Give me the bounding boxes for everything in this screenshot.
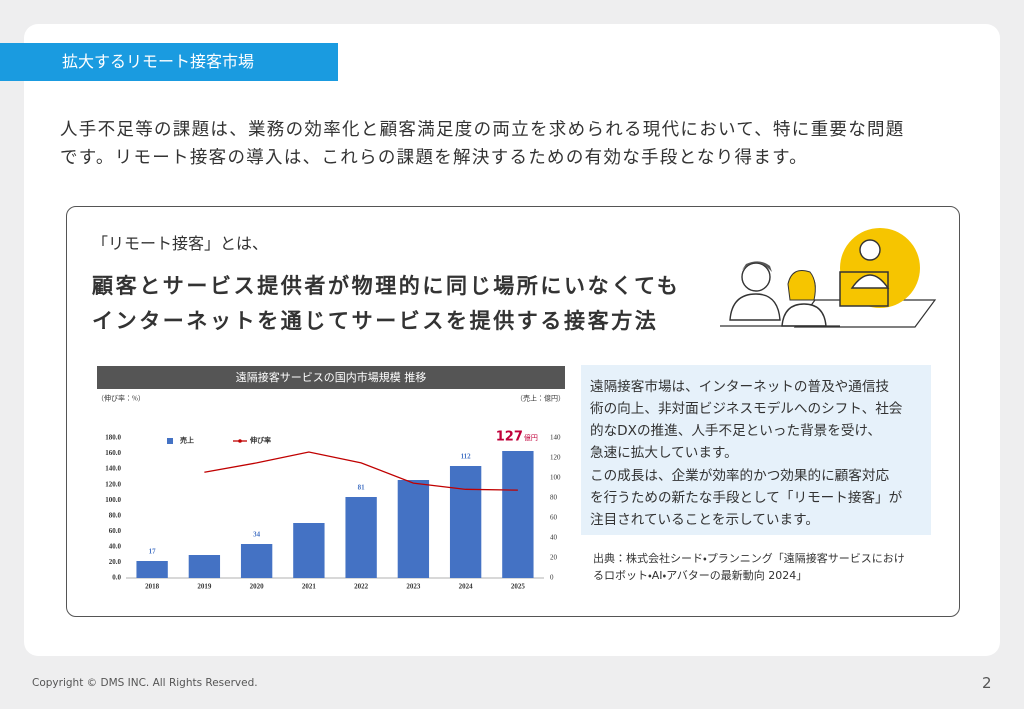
description-text: この成長は、企業が効率的かつ効果的に顧客対応	[590, 468, 890, 484]
bar	[449, 466, 482, 578]
description-text: 注目されていることを示しています。	[590, 512, 819, 528]
y2-tick-label: 80	[550, 494, 558, 502]
illustration	[720, 228, 937, 328]
y-tick-label: 120.0	[105, 480, 121, 488]
description-text: 術の向上、非対面ビジネスモデルへのシフト、社会	[590, 401, 903, 417]
legend-label: 売上	[180, 436, 194, 445]
description-text: 的なDXの推進、人手不足といった背景を受け、	[590, 423, 881, 439]
intro-text: 人手不足等の課題は、業務の効率化と顧客満足度の両立を求められる現代において、特に…	[60, 120, 905, 140]
y-tick-label: 40.0	[109, 542, 122, 550]
definition-box	[66, 206, 960, 617]
legend-label: 伸び率	[249, 436, 271, 445]
y-tick-label: 160.0	[105, 449, 121, 457]
y2-tick-label: 20	[550, 554, 558, 562]
x-tick-label: 2018	[145, 583, 160, 591]
value-label: 17	[149, 548, 157, 556]
definition-headline: 顧客とサービス提供者が物理的に同じ場所にいなくても	[92, 274, 681, 298]
x-tick-label: 2024	[459, 583, 474, 591]
value-label: 34	[253, 531, 261, 539]
bar	[397, 480, 430, 578]
x-tick-label: 2019	[197, 583, 212, 591]
y-tick-label: 60.0	[109, 527, 122, 535]
y-tick-label: 0.0	[112, 574, 121, 582]
header-title: 拡大するリモート接客市場	[0, 43, 338, 81]
source-text: るロボット・AI・アバターの最新動向 2024」	[593, 569, 808, 582]
y-tick-label: 100.0	[105, 496, 121, 504]
y-axis-label: （伸び率：%）	[97, 394, 145, 403]
description-box	[581, 365, 931, 535]
line	[204, 451, 518, 491]
x-tick-label: 2025	[511, 583, 526, 591]
bar	[502, 451, 534, 578]
legend-swatch	[167, 438, 173, 444]
y2-axis-label: （売上：億円）	[516, 394, 565, 403]
y2-tick-label: 0	[550, 574, 554, 582]
y-tick-label: 80.0	[109, 511, 122, 519]
chart: （伸び率：%） （売上：億円） 0.0 20.0 40.0 60.0 80.0 100.0 12…	[97, 394, 565, 591]
y2-tick-label: 140	[550, 434, 561, 442]
y2-tick-label: 40	[550, 534, 558, 542]
legend-marker	[238, 439, 242, 443]
description-text: 急速に拡大しています。	[590, 445, 738, 461]
bar	[188, 555, 221, 578]
definition-headline: インターネットを通じてサービスを提供する接客方法	[92, 309, 659, 333]
bar	[345, 497, 377, 578]
definition-lead: 「リモート接客」とは、	[92, 234, 269, 253]
bar	[293, 523, 325, 578]
description-text: 遠隔接客市場は、インターネットの普及や通信技	[590, 379, 890, 395]
value-label: 112	[461, 453, 472, 461]
x-tick-label: 2021	[302, 583, 317, 591]
intro-text: です。リモート接客の導入は、これらの課題を解決するための有効な手段となり得ます。	[60, 148, 808, 168]
chart-title: 遠隔接客サービスの国内市場規模 推移	[97, 366, 565, 389]
y-tick-label: 140.0	[105, 465, 121, 473]
bar	[136, 561, 168, 578]
highlight-unit: 億円	[524, 433, 538, 442]
value-label: 81	[358, 484, 366, 492]
y2-tick-label: 100	[550, 474, 561, 482]
page-number: 2	[982, 674, 992, 692]
source-text: 出典：株式会社シード・プランニング「遠隔接客サービスにおけ	[593, 552, 905, 565]
x-tick-label: 2023	[406, 583, 421, 591]
bar	[240, 544, 273, 578]
x-tick-label: 2022	[354, 583, 369, 591]
y-tick-label: 20.0	[109, 558, 122, 566]
description-text: を行うための新たな手段として「リモート接客」が	[590, 490, 903, 506]
y-tick-label: 180.0	[105, 434, 121, 442]
y2-tick-label: 60	[550, 514, 558, 522]
x-tick-label: 2020	[250, 583, 265, 591]
y2-tick-label: 120	[550, 454, 561, 462]
highlight-label: 127	[496, 430, 523, 445]
copyright: Copyright © DMS INC. All Rights Reserved…	[32, 677, 258, 689]
